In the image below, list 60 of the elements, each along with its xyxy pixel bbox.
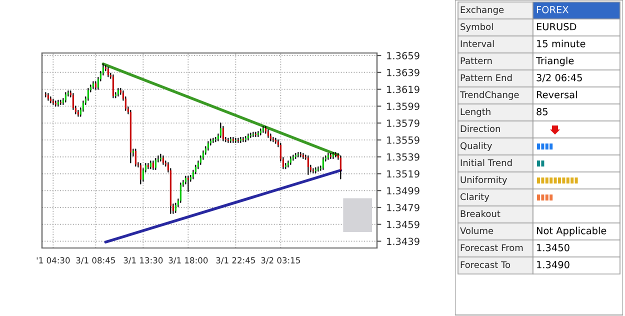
y-tick-label: 1.3599 xyxy=(387,102,420,110)
category-label: Pattern xyxy=(460,57,492,64)
y-tick-label: 1.3639 xyxy=(387,68,420,76)
y-tick-label: 1.3519 xyxy=(387,170,420,178)
y-tick-label: 1.3559 xyxy=(387,136,420,144)
text: Reversal xyxy=(536,90,577,98)
candlestick xyxy=(154,158,156,170)
y-tick-label: 1.3539 xyxy=(387,153,420,161)
category-label: Forecast To xyxy=(460,261,510,268)
candlestick xyxy=(134,148,136,167)
text: 15 minute xyxy=(537,40,586,48)
category-label: Length xyxy=(460,108,490,117)
candlestick xyxy=(107,66,109,78)
category-label: Initial Trend xyxy=(460,159,512,166)
category-label: Clarity xyxy=(460,193,490,202)
category-label: Quality xyxy=(460,142,492,151)
x-tick-label: '1 04:30 xyxy=(36,257,70,264)
candlestick xyxy=(174,202,176,214)
category-label: Direction xyxy=(460,125,500,132)
candlestick xyxy=(64,92,66,103)
candlestick xyxy=(112,74,114,98)
x-tick-label: 3/1 22:45 xyxy=(216,257,255,264)
y-tick-label: 1.3579 xyxy=(387,120,420,127)
category-label: Forecast From xyxy=(460,244,523,252)
candlestick xyxy=(222,126,224,142)
text: FOREX xyxy=(536,6,568,14)
text: 1.3490 xyxy=(537,260,570,268)
category-label: Interval xyxy=(460,40,494,48)
text: 1.3450 xyxy=(537,244,570,252)
text: 3/2 06:45 xyxy=(536,74,582,82)
category-label: Symbol xyxy=(460,23,493,32)
category-label: Exchange xyxy=(460,6,504,15)
y-tick-label: 1.3659 xyxy=(387,52,420,60)
candlestick xyxy=(140,163,142,184)
x-tick-label: 3/2 03:15 xyxy=(261,257,300,264)
y-tick-label: 1.3479 xyxy=(387,204,420,212)
y-tick-label: 1.3439 xyxy=(387,238,420,246)
candlestick xyxy=(87,88,89,101)
candlestick xyxy=(322,157,324,170)
x-tick-label: 3/1 18:00 xyxy=(168,257,208,264)
category-label: TrendChange xyxy=(460,91,519,100)
candlestick xyxy=(340,155,342,180)
text: EURUSD xyxy=(536,22,576,30)
text: 85 xyxy=(536,108,548,116)
category-label: Breakout xyxy=(460,210,500,218)
text: Triangle xyxy=(536,56,574,66)
category-label: Volume xyxy=(460,227,494,234)
candlestick xyxy=(220,122,222,138)
y-tick-label: 1.3619 xyxy=(387,86,420,94)
x-tick-label: 3/1 13:30 xyxy=(124,257,163,264)
category-label: Pattern End xyxy=(460,74,512,82)
candlestick xyxy=(187,176,189,192)
x-tick-label: 3/1 08:45 xyxy=(76,257,115,264)
y-tick-label: 1.3459 xyxy=(387,220,420,228)
y-tick-label: 1.3499 xyxy=(387,187,420,194)
candlestick xyxy=(180,182,182,203)
candlestick xyxy=(72,92,74,110)
category-label: Uniformity xyxy=(460,176,508,185)
candlestick xyxy=(307,155,309,176)
text: Not Applicable xyxy=(536,226,606,236)
